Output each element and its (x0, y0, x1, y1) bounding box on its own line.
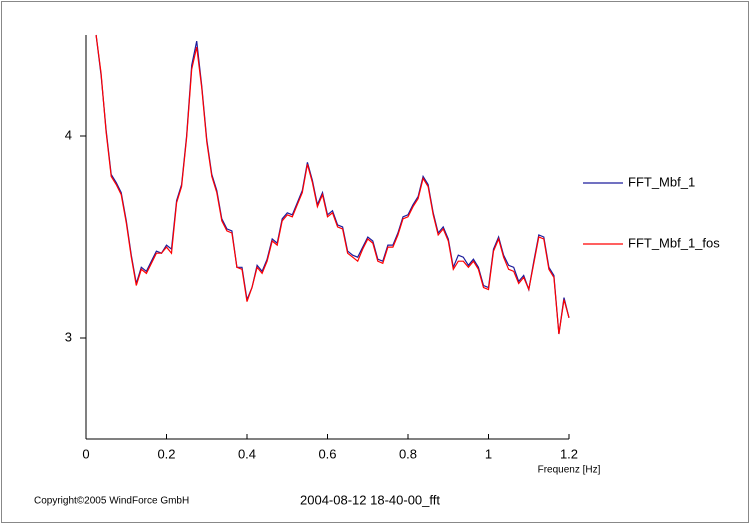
footer-center: 2004-08-12 18-40-00_fft (300, 492, 440, 507)
footer-left: Copyright©2005 WindForce GmbH (34, 496, 189, 507)
legend-label: FFT_Mbf_1 (628, 174, 695, 189)
x-tick-label: 0.8 (399, 446, 417, 461)
x-tick-label: 0.4 (238, 446, 256, 461)
x-tick-label: 0.6 (318, 446, 336, 461)
legend-label: FFT_Mbf_1_fos (628, 235, 720, 250)
series-line (95, 34, 570, 335)
x-tick-label: 1 (485, 446, 492, 461)
x-tick-label: 0 (82, 446, 89, 461)
x-tick-label: 0.2 (157, 446, 175, 461)
y-tick-label: 3 (65, 329, 72, 344)
x-tick-label: 1.2 (560, 446, 578, 461)
x-axis-label: Frequenz [Hz] (538, 465, 601, 476)
y-tick-label: 4 (65, 127, 72, 142)
